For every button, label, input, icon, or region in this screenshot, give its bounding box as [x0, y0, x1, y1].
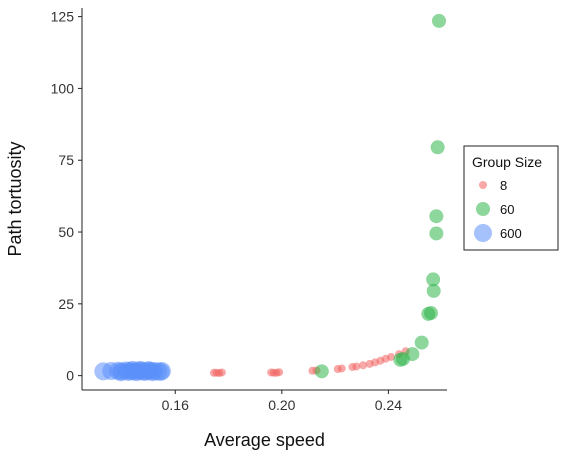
y-tick-label: 100	[51, 80, 75, 96]
data-point-group-8	[387, 352, 396, 361]
legend-label-8: 8	[500, 178, 507, 193]
data-point-group-60	[405, 347, 420, 362]
y-tick-label: 125	[51, 9, 75, 25]
data-point-group-60	[430, 140, 445, 155]
y-axis-label: Path tortuosity	[5, 141, 25, 256]
x-tick-label: 0.16	[162, 397, 189, 413]
ticks: 0.16 0.20 0.24 0 25 50 75 100 125	[51, 9, 403, 413]
legend-label-600: 600	[500, 226, 522, 241]
axes	[81, 8, 447, 391]
data-point-group-600	[139, 361, 158, 380]
data-point-group-8	[337, 364, 346, 373]
y-tick-label: 50	[58, 224, 74, 240]
data-point-group-60	[432, 13, 447, 28]
data-point-group-8	[217, 368, 226, 377]
y-tick-label: 75	[58, 152, 74, 168]
data-point-group-60	[414, 335, 429, 350]
legend-entries: 8 60 600	[474, 178, 522, 242]
y-tick-label: 25	[58, 296, 74, 312]
y-tick-label: 0	[66, 368, 74, 384]
x-tick-label: 0.20	[268, 397, 295, 413]
data-point-group-60	[426, 272, 441, 287]
data-point-group-8	[352, 362, 361, 371]
data-point-group-60	[429, 209, 444, 224]
data-point-group-60	[426, 283, 441, 298]
points-layer	[94, 13, 447, 382]
data-point-group-8	[359, 361, 368, 370]
legend: Group Size 8 60 600	[463, 145, 559, 251]
x-axis-label: Average speed	[204, 430, 325, 450]
legend-key-600	[474, 224, 492, 242]
data-point-group-8	[275, 368, 284, 377]
data-point-group-60	[424, 306, 439, 321]
legend-key-60	[476, 202, 490, 216]
legend-label-60: 60	[500, 202, 514, 217]
data-point-group-60	[429, 226, 444, 241]
data-point-group-60	[314, 364, 329, 379]
legend-key-8	[479, 181, 487, 189]
x-tick-label: 0.24	[375, 397, 402, 413]
legend-title: Group Size	[472, 154, 542, 170]
